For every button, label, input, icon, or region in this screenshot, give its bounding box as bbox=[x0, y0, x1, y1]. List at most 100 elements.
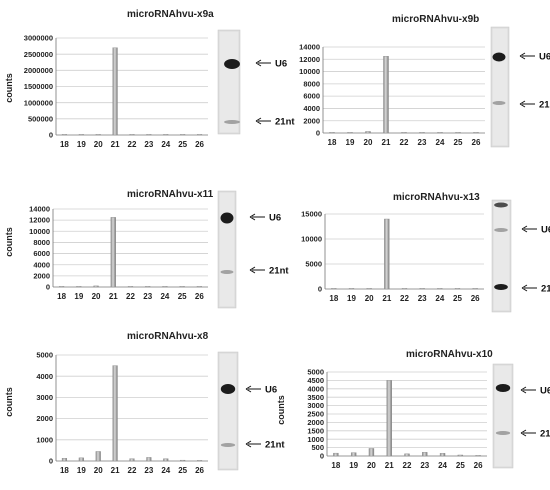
bar-22 bbox=[127, 286, 134, 288]
y-tick-label: 1000 bbox=[307, 435, 324, 444]
x-tick-label: 22 bbox=[128, 140, 137, 149]
x-tick-label: 26 bbox=[195, 466, 204, 475]
blot-label: 21nt bbox=[269, 266, 289, 277]
chart-title: microRNAhvu-x9a bbox=[127, 9, 214, 20]
y-tick-label: 2500000 bbox=[24, 50, 53, 59]
arrowhead-icon bbox=[255, 117, 262, 125]
y-tick-label: 10000 bbox=[29, 227, 50, 236]
arrowhead-icon bbox=[520, 429, 527, 437]
x-tick-label: 20 bbox=[365, 294, 374, 303]
y-tick-label: 6000 bbox=[303, 92, 320, 101]
x-tick-label: 21 bbox=[382, 294, 391, 303]
x-tick-label: 23 bbox=[144, 466, 153, 475]
bar-20 bbox=[365, 131, 371, 134]
blot-band bbox=[224, 120, 240, 124]
x-tick-label: 26 bbox=[472, 138, 481, 147]
y-tick-label: 5000 bbox=[307, 368, 324, 377]
blot-label: U6 bbox=[265, 385, 277, 396]
blot-label: 21nt bbox=[540, 429, 550, 440]
chart-title: microRNAhvu-x8 bbox=[127, 331, 209, 342]
chart-panel-2: microRNAhvu-x9b 0 2000 4000 6000 8000 10000 120… bbox=[299, 14, 550, 148]
bar-22 bbox=[401, 288, 408, 290]
bar-25 bbox=[454, 288, 461, 290]
blot-label: 21nt bbox=[275, 117, 295, 128]
arrowhead-icon bbox=[521, 284, 528, 292]
y-tick-label: 2000 bbox=[33, 271, 50, 280]
x-tick-label: 19 bbox=[347, 294, 356, 303]
chart-panel-3: microRNAhvu-x11 counts 0 2000 4000 6000 8000 10… bbox=[4, 189, 289, 309]
blot-band bbox=[494, 284, 508, 290]
bar-18 bbox=[61, 458, 68, 462]
bar-24 bbox=[162, 286, 168, 288]
x-tick-label: 18 bbox=[60, 466, 69, 475]
bar-19 bbox=[76, 286, 82, 288]
y-tick-label: 0 bbox=[318, 285, 322, 294]
y-tick-label: 6000 bbox=[33, 249, 50, 258]
y-tick-label: 1500000 bbox=[24, 82, 53, 91]
x-tick-label: 25 bbox=[178, 140, 187, 149]
bar-24 bbox=[439, 453, 446, 457]
bar-18 bbox=[329, 132, 335, 134]
y-axis-label: counts bbox=[4, 73, 14, 103]
arrowhead-icon bbox=[249, 266, 256, 274]
arrowhead-icon bbox=[519, 100, 526, 108]
chart-panel-5: microRNAhvu-x8 counts 0 1000 2000 3000 4000 500… bbox=[4, 331, 285, 475]
x-tick-label: 24 bbox=[438, 461, 447, 470]
y-tick-label: 1000000 bbox=[24, 98, 53, 107]
x-tick-label: 22 bbox=[403, 461, 412, 470]
y-tick-label: 4000 bbox=[33, 260, 50, 269]
blot-lane bbox=[492, 28, 508, 146]
blot-label: U6 bbox=[539, 52, 550, 63]
y-axis-label: counts bbox=[4, 387, 14, 417]
bar-21 bbox=[110, 217, 116, 288]
bar-19 bbox=[347, 132, 353, 134]
bar-21 bbox=[384, 218, 390, 290]
bar-26 bbox=[196, 134, 203, 136]
y-tick-label: 14000 bbox=[29, 205, 50, 214]
x-tick-label: 19 bbox=[349, 461, 358, 470]
x-tick-label: 22 bbox=[128, 466, 137, 475]
bar-24 bbox=[163, 458, 169, 462]
bar-23 bbox=[146, 457, 152, 462]
x-tick-label: 25 bbox=[178, 292, 187, 301]
y-tick-label: 1500 bbox=[307, 426, 324, 435]
blot-band bbox=[494, 202, 508, 208]
x-tick-label: 25 bbox=[178, 466, 187, 475]
x-tick-label: 19 bbox=[77, 466, 86, 475]
x-tick-label: 24 bbox=[161, 466, 170, 475]
x-tick-label: 18 bbox=[60, 140, 69, 149]
bar-24 bbox=[437, 288, 443, 290]
bar-18 bbox=[331, 288, 337, 290]
x-tick-label: 24 bbox=[161, 140, 170, 149]
bar-23 bbox=[419, 132, 425, 134]
y-tick-label: 4500 bbox=[307, 376, 324, 385]
y-axis-label: counts bbox=[276, 395, 286, 425]
x-tick-label: 21 bbox=[109, 292, 118, 301]
x-tick-label: 20 bbox=[94, 140, 103, 149]
blot-label: U6 bbox=[269, 213, 281, 224]
x-tick-label: 26 bbox=[471, 294, 480, 303]
y-tick-label: 4000 bbox=[303, 104, 320, 113]
chart-panel-6: microRNAhvu-x10 counts 0500100015002000250… bbox=[276, 349, 550, 470]
chart-title: microRNAhvu-x13 bbox=[393, 192, 480, 203]
chart-panel-1: microRNAhvu-x9a counts 0 500000 1000000 15000… bbox=[4, 9, 295, 149]
y-tick-label: 3000 bbox=[36, 393, 53, 402]
chart-title: microRNAhvu-x11 bbox=[127, 189, 214, 200]
y-tick-label: 12000 bbox=[29, 216, 50, 225]
blot-band bbox=[494, 228, 508, 232]
x-tick-label: 25 bbox=[453, 294, 462, 303]
x-tick-label: 19 bbox=[77, 140, 86, 149]
blot-label: 21nt bbox=[265, 440, 285, 451]
x-tick-label: 20 bbox=[364, 138, 373, 147]
x-tick-label: 18 bbox=[329, 294, 338, 303]
bar-26 bbox=[472, 288, 478, 290]
y-tick-label: 5000 bbox=[305, 260, 322, 269]
x-tick-label: 18 bbox=[331, 461, 340, 470]
bar-21 bbox=[383, 56, 389, 134]
bar-20 bbox=[93, 285, 99, 288]
bar-18 bbox=[61, 134, 68, 136]
chart-title: microRNAhvu-x9b bbox=[392, 14, 479, 25]
x-tick-label: 21 bbox=[111, 140, 120, 149]
bar-20 bbox=[95, 134, 101, 136]
bar-23 bbox=[145, 286, 151, 288]
